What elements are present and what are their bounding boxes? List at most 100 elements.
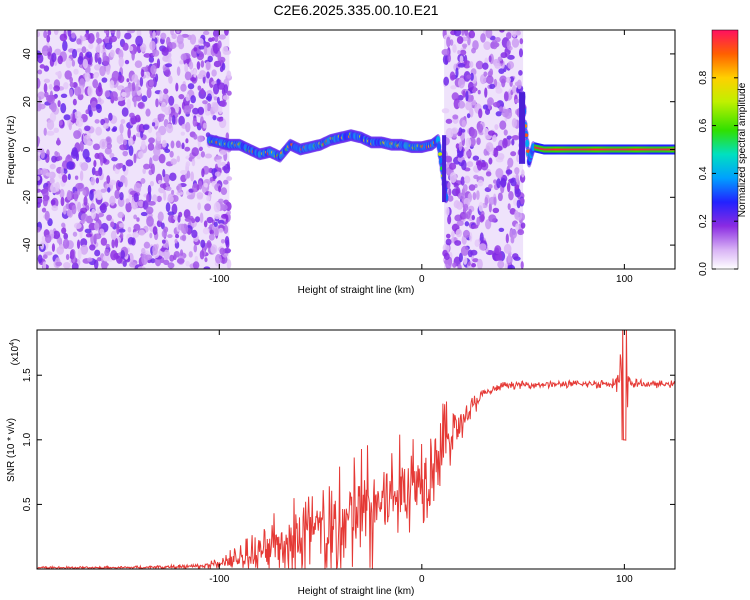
spectrogram-cells xyxy=(37,30,675,269)
spectrogram-noise-cell xyxy=(441,48,450,56)
spectrogram-noise-cell xyxy=(97,57,102,65)
spectrogram-noise-cell xyxy=(181,33,189,38)
spectrogram-noise-cell xyxy=(168,75,173,84)
spectrogram-noise-cell xyxy=(176,66,181,76)
spectrogram-noise-cell xyxy=(166,36,171,46)
signal-core xyxy=(618,148,620,151)
spectrogram-noise-cell xyxy=(218,198,224,204)
spectrogram-noise-cell xyxy=(503,91,509,102)
spectrogram-noise-cell xyxy=(492,134,497,142)
spectrogram-noise-cell xyxy=(170,30,175,36)
spectrogram-noise-cell xyxy=(94,170,100,177)
spectrogram-noise-cell xyxy=(147,201,156,206)
spectrogram-noise-cell xyxy=(457,77,466,89)
spectrogram-noise-cell xyxy=(169,254,175,262)
spectrogram-noise-cell xyxy=(63,82,69,90)
spectrogram-noise-cell xyxy=(456,220,464,226)
spectrogram-noise-cell xyxy=(66,209,72,217)
spectrogram-noise-cell xyxy=(211,36,215,42)
spectrogram-noise-cell xyxy=(117,196,125,208)
spectrogram-noise-cell xyxy=(120,250,126,259)
spectrogram-noise-cell xyxy=(143,241,151,249)
spectrogram-noise-cell xyxy=(55,181,60,192)
spectrogram-noise-cell xyxy=(214,35,219,43)
spectrogram-noise-cell xyxy=(471,214,476,221)
spectrogram-noise-cell xyxy=(468,184,476,191)
spectrogram-noise-cell xyxy=(213,213,221,220)
snr-xtick-label: 100 xyxy=(616,574,633,585)
spectrogram-noise-cell xyxy=(71,204,77,215)
spectrogram-noise-cell xyxy=(139,43,147,52)
signal-core xyxy=(588,148,591,151)
spectrogram-noise-cell xyxy=(204,102,208,113)
signal-core xyxy=(581,148,584,151)
spectrogram-noise-cell xyxy=(185,260,190,267)
spectrogram-noise-cell xyxy=(96,37,103,44)
spectrogram-noise-cell xyxy=(503,129,508,136)
spectrogram-noise-cell xyxy=(68,122,72,131)
signal-core xyxy=(563,148,565,151)
spectrogram-noise-cell xyxy=(476,137,481,146)
spectrogram-noise-cell xyxy=(207,55,214,63)
spectrogram-noise-cell xyxy=(482,62,489,70)
signal-core xyxy=(580,148,583,151)
spectrogram-noise-cell xyxy=(206,89,213,96)
spectrogram-noise-cell xyxy=(61,227,67,234)
spectrogram-noise-cell xyxy=(63,232,69,240)
signal-core xyxy=(622,148,624,151)
snr-ylabel: SNR (10 * v/v) xyxy=(6,418,17,482)
spectrogram-noise-cell xyxy=(216,116,224,122)
signal-core xyxy=(554,148,556,151)
spectrogram-noise-cell xyxy=(219,100,227,108)
signal-core xyxy=(616,148,618,151)
spectrogram-noise-cell xyxy=(515,173,519,184)
spectrogram-noise-cell xyxy=(202,100,208,105)
spectrogram-noise-cell xyxy=(140,177,146,184)
spectrogram-noise-cell xyxy=(155,73,159,83)
spectrogram-noise-cell xyxy=(479,74,487,85)
spectrogram-noise-cell xyxy=(451,230,455,238)
spectrogram-noise-cell xyxy=(505,169,513,175)
spectrogram-noise-cell xyxy=(479,232,484,243)
spectrogram-noise-cell xyxy=(475,60,484,70)
spectrogram-noise-cell xyxy=(158,153,166,164)
spectrogram-noise-cell xyxy=(199,212,204,224)
spectrogram-noise-cell xyxy=(163,259,170,266)
spectrogram-noise-cell xyxy=(445,258,452,269)
spectrogram-noise-cell xyxy=(466,74,472,79)
spectrogram-noise-cell xyxy=(454,240,462,246)
spectrogram-noise-cell xyxy=(46,119,55,131)
signal-core xyxy=(561,148,563,151)
spectrogram-noise-cell xyxy=(509,228,518,240)
spectrogram-noise-cell xyxy=(69,249,75,260)
spectrogram-noise-cell xyxy=(212,30,220,38)
spectrogram-noise-cell xyxy=(137,200,144,207)
spectrogram-noise-cell xyxy=(128,145,134,157)
spectrogram-noise-cell xyxy=(93,259,99,269)
spectrogram-noise-cell xyxy=(43,65,50,72)
signal-burst xyxy=(519,92,526,164)
spectrogram-noise-cell xyxy=(87,32,95,44)
spectrogram-noise-cell xyxy=(486,75,494,84)
spectrogram-noise-cell xyxy=(212,114,217,121)
spectrogram-noise-cell xyxy=(67,30,72,37)
spectrogram-noise-cell xyxy=(37,102,42,112)
spectrogram-noise-cell xyxy=(83,196,88,207)
spectrogram-noise-cell xyxy=(224,30,229,36)
spectrogram-noise-cell xyxy=(163,190,167,201)
spectrogram-noise-cell xyxy=(110,30,116,34)
spectrogram-noise-cell xyxy=(206,93,213,102)
spectrogram-noise-cell xyxy=(186,170,191,179)
spectrogram-noise-cell xyxy=(184,146,191,152)
spectrogram-noise-cell xyxy=(478,243,487,251)
spectrogram-noise-cell xyxy=(443,252,450,261)
spectrogram-noise-cell xyxy=(448,188,452,196)
spectrogram-noise-cell xyxy=(470,128,478,139)
spectrogram-noise-cell xyxy=(226,70,232,79)
spectrogram-noise-cell xyxy=(85,156,92,163)
spectrogram-noise-cell xyxy=(40,149,45,159)
spectrogram-noise-cell xyxy=(227,209,231,216)
spectrogram-noise-cell xyxy=(37,254,43,264)
spectrogram-noise-cell xyxy=(86,51,93,58)
